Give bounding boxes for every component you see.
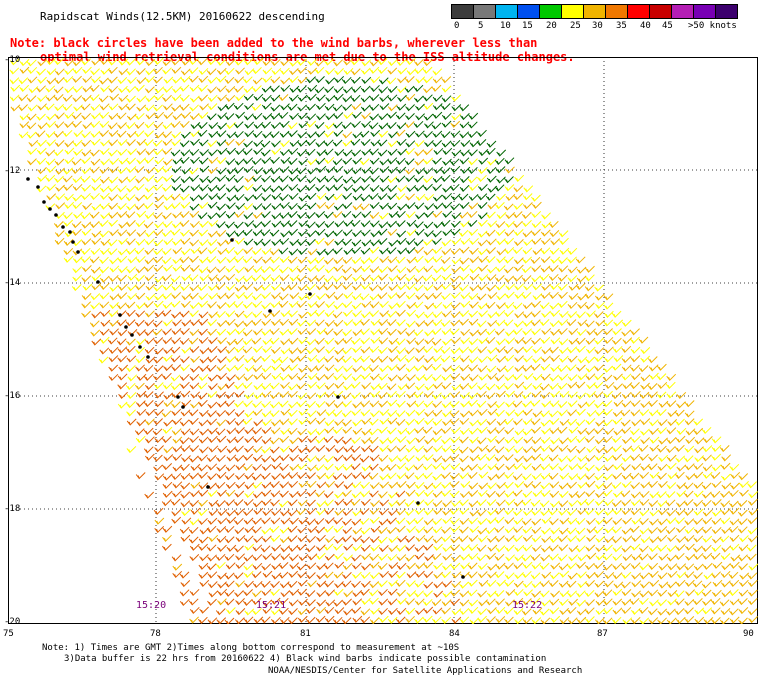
- legend-label: 15: [522, 21, 533, 31]
- map-title: Rapidscat Winds(12.5KM) 20160622 descend…: [40, 10, 325, 23]
- legend-swatch: [671, 4, 694, 19]
- note-line-1: Note: black circles have been added to t…: [10, 36, 538, 50]
- pass-time-1: 15:20: [136, 600, 167, 611]
- legend-label: 20: [546, 21, 557, 31]
- legend-swatch: [605, 4, 628, 19]
- legend-swatch: [473, 4, 496, 19]
- contamination-flag: [96, 280, 100, 284]
- lat-label-16: -16: [4, 391, 21, 401]
- wind-barb-group: [170, 75, 515, 256]
- legend-label: 25: [570, 21, 581, 31]
- lon-label-81: 81: [300, 629, 311, 639]
- contamination-flag: [416, 501, 420, 505]
- legend-label: 5: [478, 21, 484, 31]
- footnote-2: 3)Data buffer is 22 hrs from 20160622 4)…: [64, 654, 547, 664]
- contamination-flag: [54, 213, 58, 217]
- map-frame: [8, 57, 758, 624]
- lon-label-90: 90: [743, 629, 754, 639]
- legend-label: 35: [616, 21, 627, 31]
- lat-label-10: -10: [4, 55, 21, 65]
- legend-swatch: [561, 4, 584, 19]
- contamination-flag: [146, 355, 150, 359]
- contamination-flag: [71, 240, 75, 244]
- legend-swatch: [693, 4, 716, 19]
- legend-swatch: [649, 4, 672, 19]
- lon-label-87: 87: [597, 629, 608, 639]
- contamination-flag: [206, 485, 210, 489]
- lon-label-84: 84: [449, 629, 460, 639]
- wind-barb-map: [8, 57, 758, 624]
- contamination-flag: [461, 575, 465, 579]
- contamination-flag: [130, 333, 134, 337]
- contamination-flag: [138, 345, 142, 349]
- legend-label: >50 knots: [688, 21, 737, 31]
- footnote-1: Note: 1) Times are GMT 2)Times along bot…: [42, 643, 460, 653]
- legend-label: 10: [500, 21, 511, 31]
- contamination-flag: [48, 207, 52, 211]
- contamination-flag: [68, 230, 72, 234]
- legend-labels: 0 5 10 15 20 25 30 35 40 45 >50 knots: [452, 21, 738, 35]
- wind-barbs: [9, 57, 758, 624]
- pass-time-3: 15:22: [512, 600, 543, 611]
- legend-label: 30: [592, 21, 603, 31]
- pass-time-2: 15:21: [256, 600, 287, 611]
- legend-swatch: [495, 4, 518, 19]
- legend-swatches: [451, 4, 738, 19]
- legend-label: 40: [640, 21, 651, 31]
- legend-label: 45: [662, 21, 673, 31]
- contamination-flag: [176, 395, 180, 399]
- contamination-flag: [308, 292, 312, 296]
- contamination-flag: [118, 313, 122, 317]
- contamination-flag: [181, 405, 185, 409]
- color-legend: 0 5 10 15 20 25 30 35 40 45 >50 knots: [451, 4, 738, 35]
- contamination-flag: [268, 309, 272, 313]
- legend-swatch: [517, 4, 540, 19]
- contamination-flag: [124, 325, 128, 329]
- contamination-flag: [336, 395, 340, 399]
- lon-label-75: 75: [3, 629, 14, 639]
- contamination-flag: [42, 200, 46, 204]
- wind-barb-group: [9, 57, 758, 624]
- legend-swatch: [715, 4, 738, 19]
- credit-line: NOAA/NESDIS/Center for Satellite Applica…: [268, 666, 583, 676]
- legend-swatch: [583, 4, 606, 19]
- legend-swatch: [627, 4, 650, 19]
- lat-label-18: -18: [4, 504, 21, 514]
- legend-swatch: [451, 4, 474, 19]
- lat-label-20: -20: [4, 617, 21, 627]
- contamination-flag: [26, 177, 30, 181]
- wind-barb-group: [10, 57, 758, 624]
- lat-label-12: -12: [4, 166, 21, 176]
- lat-label-14: -14: [4, 278, 21, 288]
- contamination-flag: [76, 250, 80, 254]
- contamination-flag: [230, 238, 234, 242]
- contamination-flag: [36, 185, 40, 189]
- lon-label-78: 78: [150, 629, 161, 639]
- legend-label: 0: [454, 21, 460, 31]
- contamination-flag: [61, 225, 65, 229]
- legend-swatch: [539, 4, 562, 19]
- wind-barb-group: [91, 309, 462, 624]
